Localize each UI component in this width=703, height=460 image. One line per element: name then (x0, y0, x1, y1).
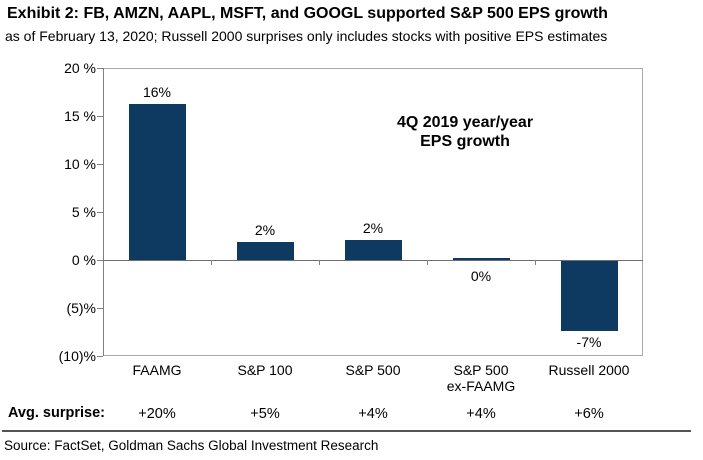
avg-surprise-value: +6% (574, 406, 604, 422)
exhibit-subtitle: as of February 13, 2020; Russell 2000 su… (5, 28, 608, 44)
exhibit-title: Exhibit 2: FB, AMZN, AAPL, MSFT, and GOO… (7, 5, 608, 22)
y-axis-line (103, 68, 104, 356)
category-label: S&P 100 (200, 362, 330, 378)
category-label-line: S&P 100 (237, 362, 293, 378)
bar-value-label: 0% (470, 268, 492, 284)
y-tick-label: 15 % (64, 108, 96, 124)
y-axis-tick (97, 356, 103, 357)
avg-surprise-value: +20% (138, 406, 176, 422)
y-tick-label: 5 % (71, 204, 96, 220)
y-axis-tick (97, 116, 103, 117)
source-note: Source: FactSet, Goldman Sachs Global In… (4, 438, 379, 453)
bar-russell-2000 (560, 261, 618, 332)
y-tick-label: (5)% (66, 300, 96, 316)
annotation-line: 4Q 2019 year/year (396, 114, 534, 131)
y-axis-tick (97, 212, 103, 213)
y-axis-tick (97, 68, 103, 69)
bar-value-label: 2% (254, 221, 276, 238)
y-axis-tick (97, 260, 103, 261)
y-axis-tick (97, 308, 103, 309)
category-label: Russell 2000 (524, 362, 654, 378)
y-tick-label: (10)% (58, 348, 96, 364)
y-tick-label: 10 % (64, 156, 96, 172)
category-label: S&P 500 ex-FAAMG (416, 362, 546, 394)
category-label: FAAMG (92, 362, 222, 378)
category-label-line: S&P 500 (345, 362, 401, 378)
bar-value-label: 2% (362, 219, 384, 236)
x-axis-tick (535, 260, 536, 265)
x-axis-tick (319, 260, 320, 265)
footer-divider (2, 430, 691, 432)
x-axis-tick (211, 260, 212, 265)
y-tick-label: 20 % (64, 60, 96, 76)
annotation-line: EPS growth (420, 133, 510, 150)
category-label-line: ex-FAAMG (446, 378, 516, 394)
y-tick-label: 0 % (71, 252, 96, 268)
zero-axis-line (103, 260, 643, 261)
bar-value-label: 16% (142, 83, 172, 100)
avg-surprise-value: +5% (250, 406, 280, 422)
category-label-line: FAAMG (132, 362, 182, 378)
y-axis-tick (97, 164, 103, 165)
category-label-line: S&P 500 (453, 362, 509, 378)
x-axis-tick (427, 260, 428, 265)
avg-surprise-label: Avg. surprise: (8, 405, 105, 421)
avg-surprise-value: +4% (466, 406, 496, 422)
avg-surprise-value: +4% (358, 406, 388, 422)
category-label-line: Russell 2000 (548, 362, 630, 378)
bar-s-p-100 (236, 241, 294, 260)
bar-faamg (128, 103, 186, 260)
bar-value-label: -7% (576, 334, 602, 351)
category-label: S&P 500 (308, 362, 438, 378)
bar-s-p-500 (344, 239, 402, 260)
bar-s-p-500-ex-faamg (452, 258, 510, 260)
chart-annotation: 4Q 2019 year/year EPS growth (340, 113, 590, 151)
